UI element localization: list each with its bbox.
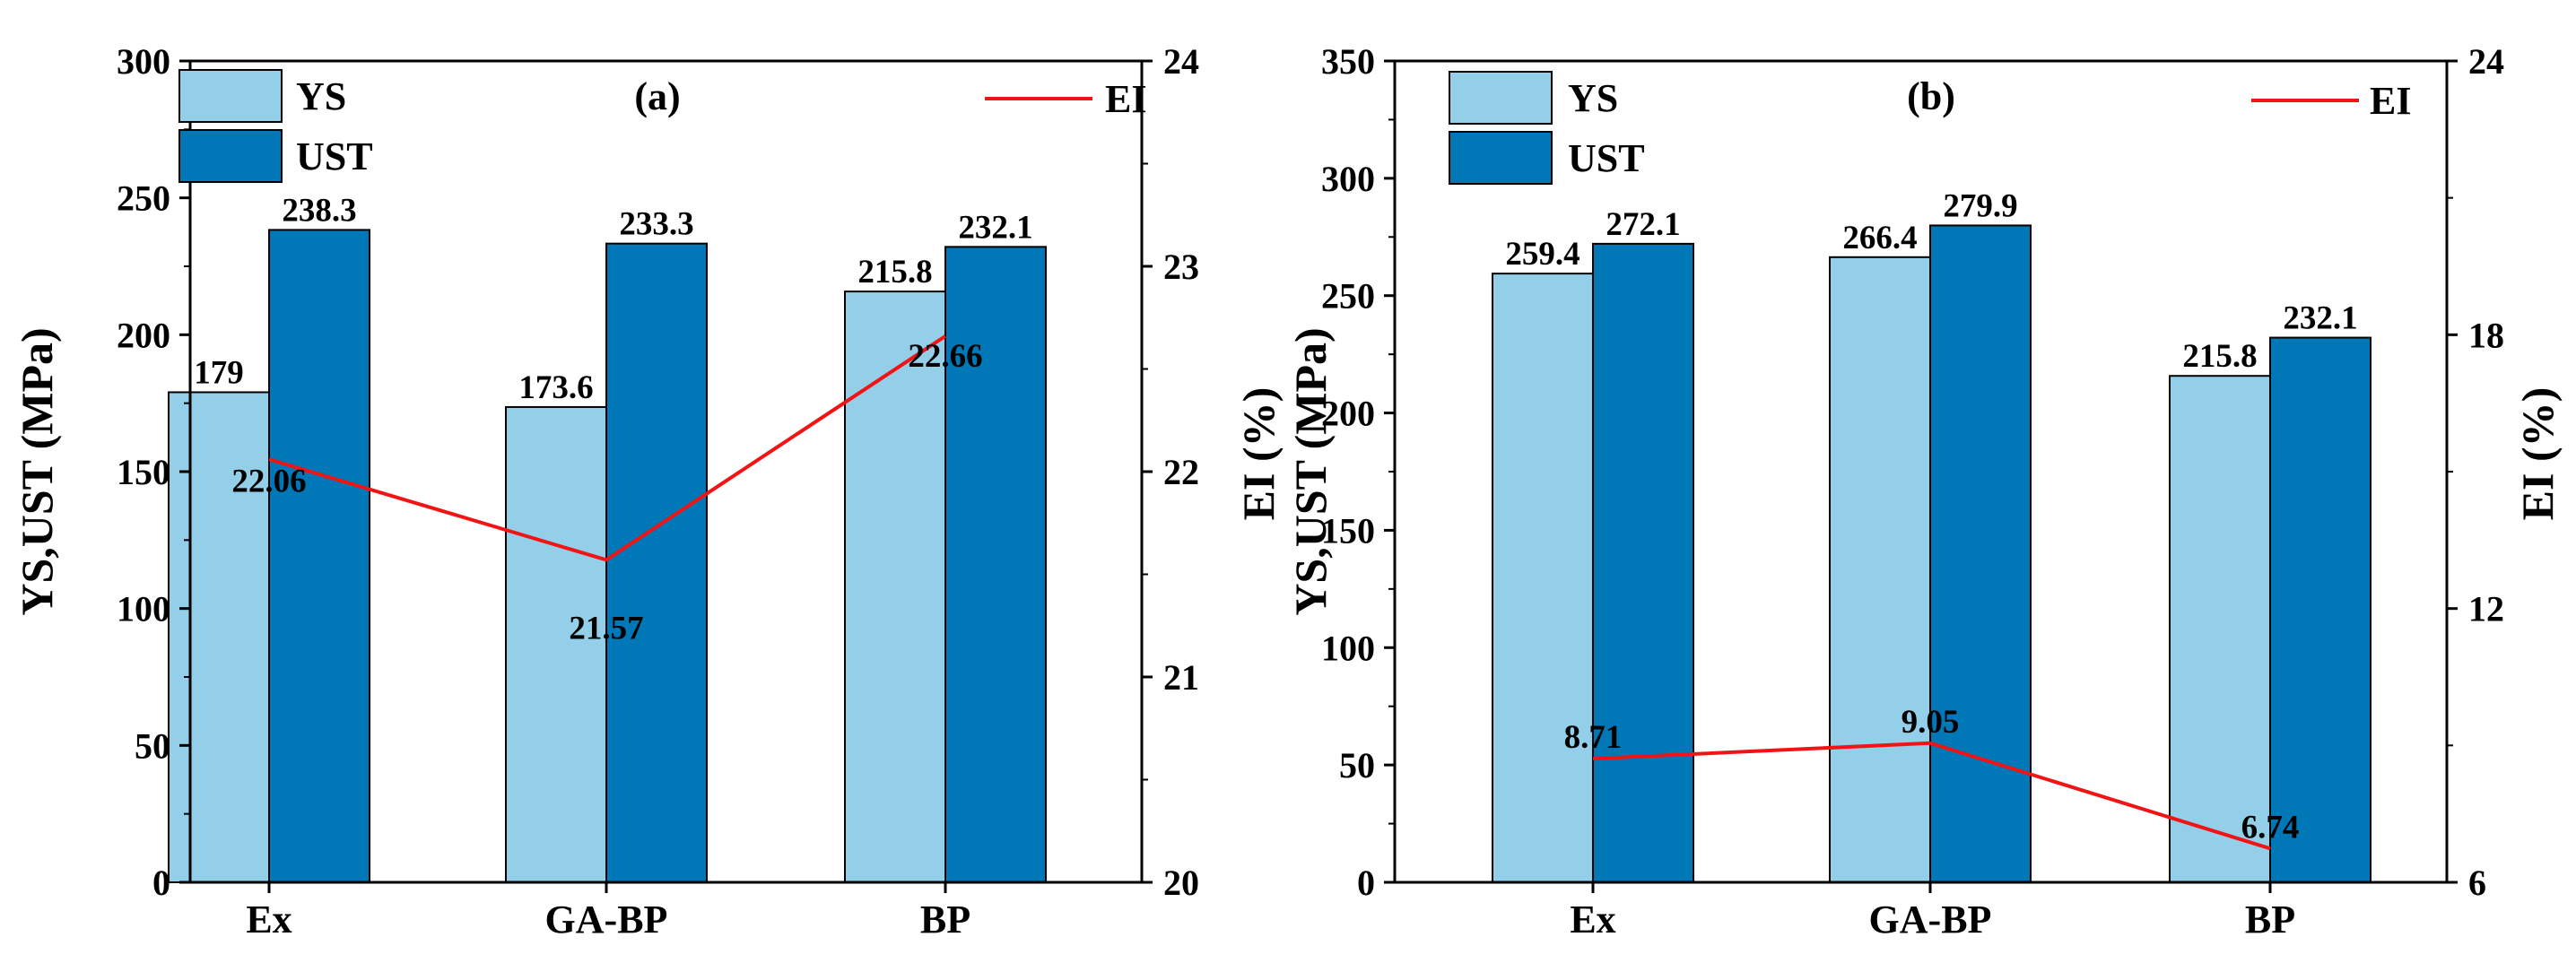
left-tick-label: 350 (1321, 41, 1375, 82)
data-label-ys-ex: 259.4 (1505, 236, 1580, 273)
left-tick-label: 200 (117, 315, 170, 355)
legend-label-ys: YS (296, 74, 346, 118)
ei-series-line (268, 334, 947, 562)
y-axis-title-left: YS,UST (MPa) (12, 327, 62, 615)
left-tick-label: 200 (1321, 394, 1375, 434)
right-tick-label: 20 (1163, 863, 1199, 903)
right-tick-label: 24 (2468, 41, 2504, 82)
bar-ust-ga-bp (605, 242, 708, 883)
data-label-ei-bp: 6.74 (2241, 809, 2300, 846)
x-tick-label-ga-bp: GA-BP (545, 898, 668, 941)
legend-label-ust: UST (1568, 136, 1645, 180)
left-tick-label: 0 (152, 863, 170, 903)
data-label-ys-ga-bp: 266.4 (1842, 220, 1917, 256)
bar-ys-bp (2169, 375, 2271, 883)
right-tick-label: 12 (2468, 589, 2504, 629)
y-axis-title-right: EI (%) (1233, 387, 1284, 521)
left-tick-label: 300 (1321, 159, 1375, 199)
panel-label: (b) (1907, 74, 1955, 118)
bar-ust-bp (944, 246, 1047, 883)
left-tick-label: 250 (1321, 276, 1375, 317)
legend-swatch-ys (178, 69, 283, 123)
data-label-ys-ex: 179 (194, 354, 244, 391)
left-tick-label: 50 (135, 725, 170, 766)
data-label-ust-bp: 232.1 (2283, 300, 2357, 337)
data-label-ust-ga-bp: 233.3 (619, 206, 693, 243)
left-tick-label: 100 (117, 589, 170, 629)
legend: YS UST EI (178, 69, 1146, 183)
bar-ys-bp (844, 291, 946, 884)
left-tick-label: 50 (1339, 745, 1375, 785)
panel-label: (a) (634, 74, 680, 118)
y-axis-title-left: YS,UST (MPa) (1285, 327, 1336, 615)
right-tick-label: 22 (1163, 452, 1199, 492)
data-label-ys-bp: 215.8 (857, 254, 932, 291)
bar-ys-ga-bp (1829, 256, 1931, 883)
left-tick-label: 100 (1321, 628, 1375, 668)
x-tick-label-bp: BP (2245, 898, 2295, 941)
left-tick-label: 250 (117, 178, 170, 219)
data-label-ust-ga-bp: 279.9 (1943, 187, 2017, 224)
data-label-ys-ga-bp: 173.6 (518, 369, 593, 406)
left-tick-label: 0 (1357, 863, 1375, 903)
legend-label-ust: UST (296, 134, 373, 178)
legend-label-ei: EI (1105, 77, 1146, 121)
legend-label-ys: YS (1568, 76, 1618, 120)
x-tick-label-ex: Ex (1570, 898, 1615, 941)
legend-label-ei: EI (2370, 79, 2411, 123)
data-label-ei-ex: 8.71 (1564, 719, 1623, 756)
x-tick-label-ex: Ex (246, 898, 292, 941)
right-tick-label: 24 (1163, 41, 1199, 82)
legend-swatch-ys (1449, 71, 1553, 125)
data-label-ys-bp: 215.8 (2182, 338, 2257, 375)
data-label-ei-bp: 22.66 (908, 338, 982, 375)
left-tick-label: 150 (117, 452, 170, 492)
data-label-ust-bp: 232.1 (958, 209, 1032, 246)
data-label-ei-ga-bp: 9.05 (1902, 704, 1960, 741)
y-axis-title-right: EI (%) (2512, 387, 2563, 521)
data-label-ust-ex: 272.1 (1606, 206, 1680, 243)
bar-ys-ga-bp (505, 405, 607, 883)
legend: YS UST EI (1449, 71, 2411, 185)
ei-series-line (1592, 741, 2271, 851)
legend-swatch-ust (1449, 131, 1553, 185)
data-label-ust-ex: 238.3 (282, 192, 356, 229)
legend-swatch-ust (178, 129, 283, 183)
left-tick-label: 150 (1321, 510, 1375, 551)
bar-ust-ex (268, 229, 370, 883)
left-tick-label: 300 (117, 41, 170, 82)
bar-ys-ex (1492, 273, 1594, 883)
right-tick-label: 18 (2468, 315, 2504, 355)
chart-panel-b: 259.4 272.1 266.4 279.9 215.8 232.1 8.71 9.05 6.… (1285, 41, 2563, 941)
data-label-ei-ga-bp: 21.57 (569, 610, 643, 646)
chart-panel-a: 179 238.3 173.6 233.3 215.8 232.1 22.06 21.57 22… (12, 41, 1284, 941)
right-tick-label: 6 (2468, 863, 2486, 903)
x-tick-label-bp: BP (920, 898, 970, 941)
x-tick-label-ga-bp: GA-BP (1869, 898, 1992, 941)
right-tick-label: 23 (1163, 247, 1199, 287)
right-tick-label: 21 (1163, 657, 1199, 698)
bar-ust-ex (1592, 242, 1694, 883)
bar-ust-bp (2269, 336, 2371, 883)
data-label-ei-ex: 22.06 (231, 463, 306, 499)
bar-ys-ex (168, 391, 270, 884)
bar-ust-ga-bp (1929, 224, 2032, 883)
